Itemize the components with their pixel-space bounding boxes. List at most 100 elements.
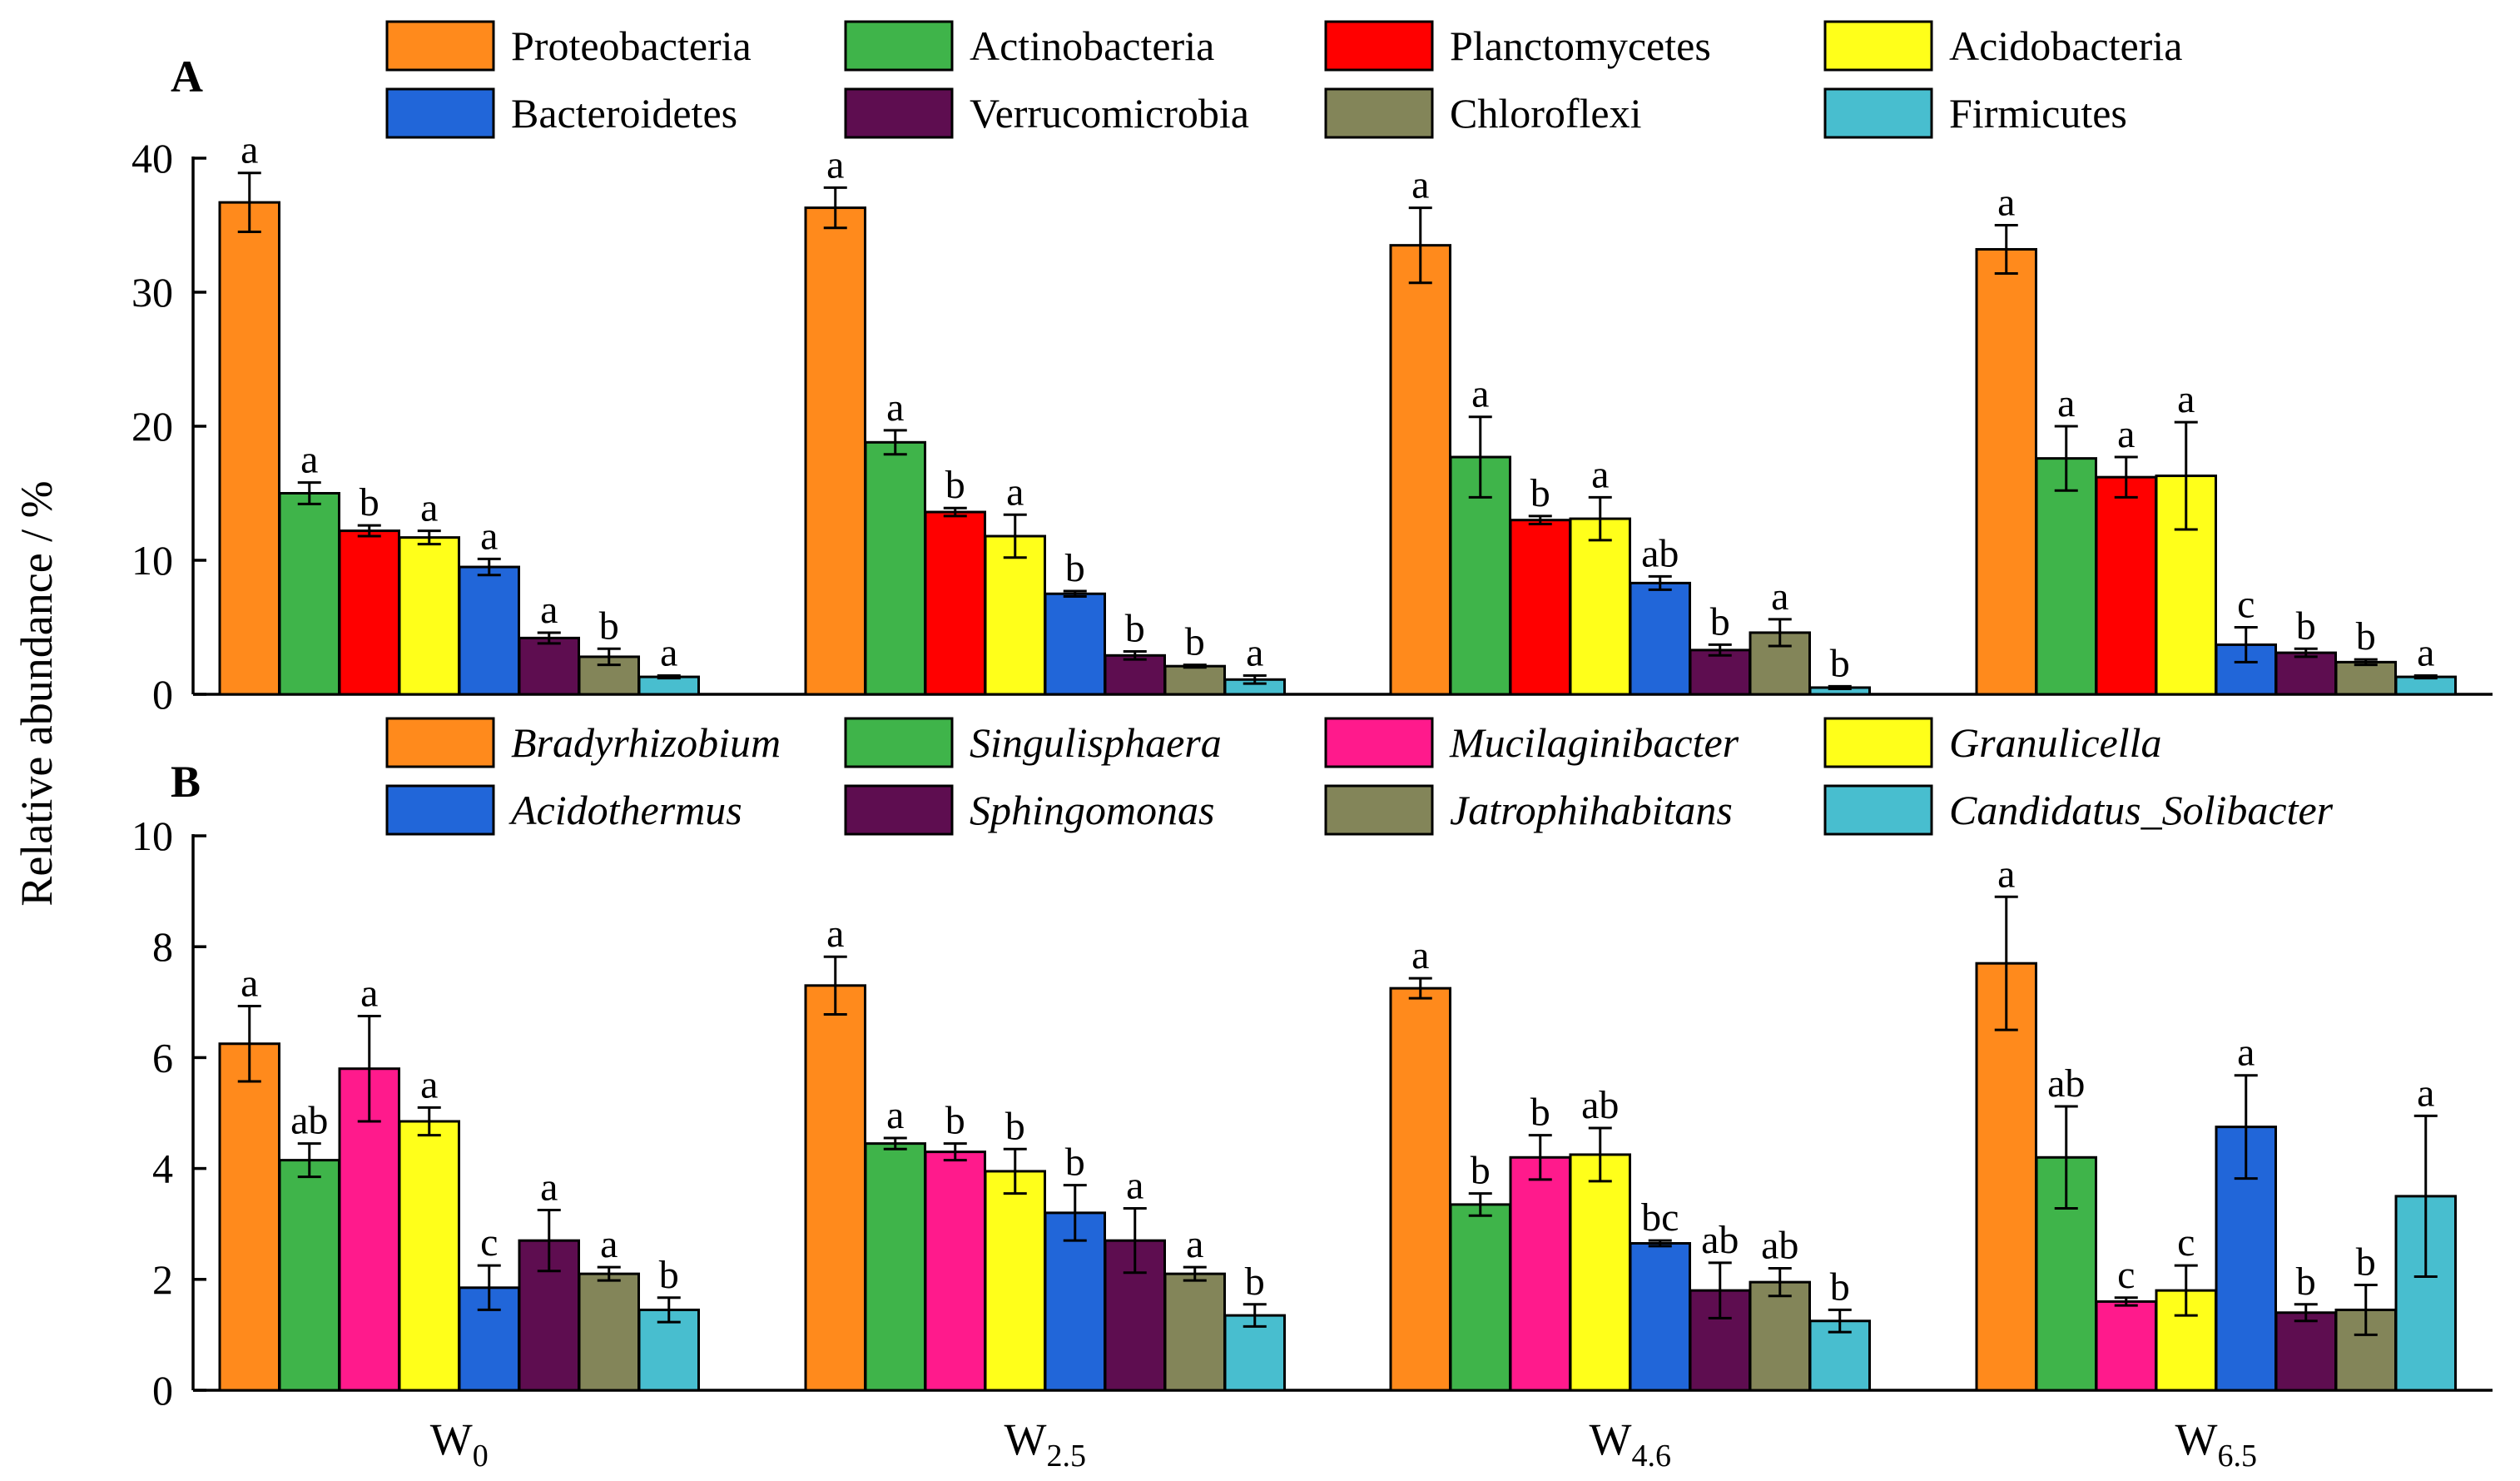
significance-label: a [826,912,844,956]
significance-label: a [241,128,258,172]
significance-label: a [1006,470,1024,514]
significance-label: c [2117,1253,2135,1297]
bar [518,636,580,696]
legend-item: Bradyrhizobium [385,717,781,768]
legend-label: Proteobacteria [511,22,752,69]
significance-label: a [360,971,378,1015]
legend-swatch [385,717,495,768]
significance-label: a [1126,1164,1143,1208]
bar [218,1042,280,1392]
significance-label: a [480,514,498,558]
bar [2394,675,2457,696]
significance-label: a [540,588,558,632]
significance-label: b [1125,606,1145,650]
significance-label: b [1530,1091,1550,1135]
significance-label: b [1830,1265,1850,1309]
legend-swatch [1823,784,1933,836]
legend-swatch [844,20,954,72]
significance-label: a [1997,181,2015,225]
y-tick-label: 8 [152,923,173,970]
y-tick-label: 10 [131,813,173,859]
legend-label: Sphingomonas [970,787,1214,833]
significance-label: b [2296,604,2316,648]
significance-label: b [1005,1104,1025,1148]
bar [1223,1314,1286,1392]
legend-label: Firmicutes [1949,90,2127,137]
y-tick-label: 40 [131,135,173,181]
significance-label: c [480,1220,498,1265]
significance-label: a [1471,372,1489,416]
significance-label: b [1185,620,1205,664]
legend-swatch [1823,20,1933,72]
legend-item: Verrucomicrobia [844,87,1249,139]
legend-item: Proteobacteria [385,20,752,72]
significance-label: ab [290,1099,328,1143]
legend-item: Candidatus_Solibacter [1823,784,2334,836]
significance-label: b [2296,1260,2316,1304]
legend-item: Firmicutes [1823,87,2127,139]
bar [864,440,926,696]
bar [278,1159,340,1392]
panel-letter-b: B [171,757,201,807]
bar [278,492,340,696]
significance-label: ab [1641,531,1679,575]
significance-label: b [1710,599,1730,644]
legend-swatch [844,784,954,836]
x-tick-label: W2.5 [1005,1414,1086,1474]
bar [2274,651,2337,696]
y-tick-label: 10 [131,537,173,584]
significance-label: a [2177,377,2195,421]
bar [1975,247,2037,696]
legend-swatch [1324,784,1434,836]
legend-item: Acidobacteria [1823,20,2182,72]
legend-item: Bacteroidetes [385,87,737,139]
x-tick-label: W0 [430,1414,489,1474]
bar [984,534,1046,696]
bar [1629,1242,1691,1392]
significance-label: a [1411,163,1429,207]
bar [1689,649,1751,696]
bar [458,565,520,696]
legend-label: Singulisphaera [970,719,1222,766]
y-tick-label: 20 [131,403,173,450]
bar [2334,660,2397,696]
significance-label: a [2117,412,2135,456]
legend-label: Chloroflexi [1450,90,1642,137]
significance-label: c [2177,1220,2195,1265]
bar-group: aab abb b a [804,142,1286,696]
significance-label: a [886,1093,904,1137]
bar [804,206,866,696]
bar [218,201,280,696]
legend-item: Singulisphaera [844,717,1222,768]
significance-label: a [826,142,844,186]
significance-label: b [2356,1240,2376,1284]
significance-label: b [360,480,379,524]
bar [637,675,700,696]
y-axis-label: Relative abundance / % [12,480,62,906]
y-tick-label: 0 [152,1367,173,1414]
significance-label: ab [1761,1223,1798,1267]
bar [864,1142,926,1392]
bar [2095,475,2157,696]
legend-swatch [1823,717,1933,768]
panel-letter-a: A [171,52,203,102]
significance-label: b [1530,471,1550,515]
significance-label: b [1065,546,1085,590]
significance-label: a [1997,852,2015,896]
legend-label: Verrucomicrobia [970,90,1249,137]
legend-swatch [385,784,495,836]
bar [1044,592,1106,696]
significance-label: a [2057,381,2075,425]
significance-label: a [420,1062,438,1106]
significance-label: a [1771,574,1788,619]
significance-label: a [1246,630,1263,674]
bar [924,1151,986,1392]
significance-label: b [1245,1260,1265,1304]
bar [398,1120,460,1392]
bar [338,529,400,696]
legend-label: Candidatus_Solibacter [1949,787,2334,833]
